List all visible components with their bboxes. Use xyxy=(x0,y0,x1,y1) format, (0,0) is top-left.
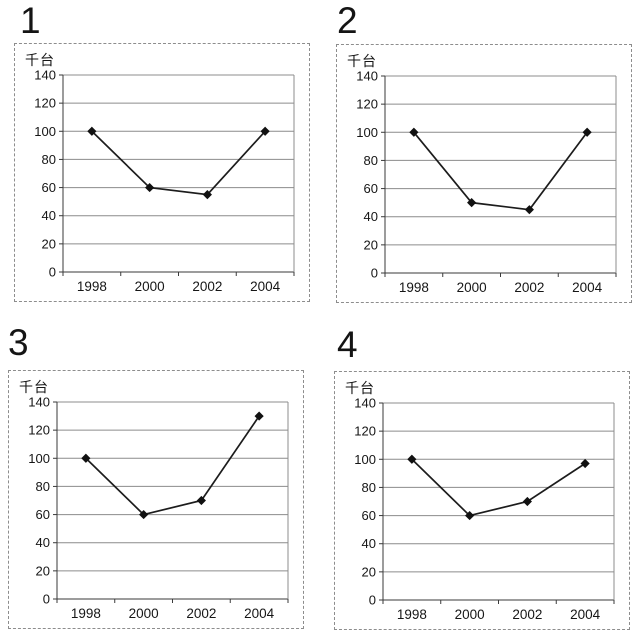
svg-text:80: 80 xyxy=(364,153,378,168)
svg-text:1998: 1998 xyxy=(397,607,427,622)
svg-text:120: 120 xyxy=(34,96,56,111)
panel-1-chart-frame: 千台 0 20 40 60 80 100 120 140 1998 2000 2002 2004 xyxy=(14,43,310,302)
svg-text:100: 100 xyxy=(34,124,56,139)
svg-text:1998: 1998 xyxy=(77,279,107,294)
svg-text:2000: 2000 xyxy=(457,280,487,295)
svg-text:80: 80 xyxy=(42,152,56,167)
svg-text:20: 20 xyxy=(42,236,56,251)
panel-2-line-chart: 0 20 40 60 80 100 120 140 1998 2000 2002 2004 xyxy=(356,69,617,295)
svg-text:60: 60 xyxy=(42,180,56,195)
svg-text:20: 20 xyxy=(364,237,378,252)
svg-text:20: 20 xyxy=(36,563,50,578)
svg-text:140: 140 xyxy=(354,396,376,411)
panel-1-line-chart: 0 20 40 60 80 100 120 140 1998 2000 2002 2004 xyxy=(34,68,295,294)
panel-2-y-axis-unit-label: 千台 xyxy=(347,53,377,69)
svg-text:40: 40 xyxy=(36,535,50,550)
panel-4-chart-frame: 千台 0 20 40 60 80 100 120 140 1998 2000 2002 2004 xyxy=(334,371,630,630)
panel-3-chart-frame: 千台 0 20 40 60 80 100 120 140 1998 2000 2002 2004 xyxy=(8,370,304,629)
svg-text:2002: 2002 xyxy=(514,280,544,295)
svg-text:2002: 2002 xyxy=(192,279,222,294)
svg-text:120: 120 xyxy=(356,97,378,112)
svg-text:100: 100 xyxy=(354,452,376,467)
svg-text:0: 0 xyxy=(49,265,56,280)
panel-3-line-chart: 0 20 40 60 80 100 120 140 1998 2000 2002 2004 xyxy=(28,395,289,621)
svg-text:2004: 2004 xyxy=(572,280,603,295)
svg-text:2000: 2000 xyxy=(129,606,159,621)
panel-2-number-label: 2 xyxy=(337,0,358,41)
svg-text:100: 100 xyxy=(356,125,378,140)
svg-text:100: 100 xyxy=(28,451,50,466)
panel-3-number-label: 3 xyxy=(8,322,29,363)
svg-text:2004: 2004 xyxy=(570,607,601,622)
svg-text:1998: 1998 xyxy=(71,606,101,621)
svg-text:120: 120 xyxy=(28,423,50,438)
svg-text:2002: 2002 xyxy=(186,606,216,621)
svg-text:60: 60 xyxy=(362,508,376,523)
svg-text:0: 0 xyxy=(369,593,376,608)
svg-text:80: 80 xyxy=(362,480,376,495)
svg-text:2004: 2004 xyxy=(250,279,281,294)
svg-text:20: 20 xyxy=(362,564,376,579)
svg-text:2004: 2004 xyxy=(244,606,275,621)
svg-text:120: 120 xyxy=(354,424,376,439)
panel-4-line-chart: 0 20 40 60 80 100 120 140 1998 2000 2002 2004 xyxy=(354,396,615,622)
svg-text:40: 40 xyxy=(42,208,56,223)
svg-text:60: 60 xyxy=(364,181,378,196)
svg-text:60: 60 xyxy=(36,507,50,522)
svg-text:2000: 2000 xyxy=(135,279,165,294)
svg-text:1998: 1998 xyxy=(399,280,429,295)
panel-1-y-axis-unit-label: 千台 xyxy=(25,52,55,68)
svg-text:140: 140 xyxy=(356,69,378,84)
panel-2-chart-frame: 千台 0 20 40 60 80 100 120 140 1998 2000 2002 2004 xyxy=(336,44,632,303)
svg-text:40: 40 xyxy=(364,209,378,224)
svg-text:40: 40 xyxy=(362,536,376,551)
svg-text:0: 0 xyxy=(43,592,50,607)
panel-4-y-axis-unit-label: 千台 xyxy=(345,380,375,396)
svg-text:2000: 2000 xyxy=(455,607,485,622)
panel-1-number-label: 1 xyxy=(20,0,41,41)
panel-3-y-axis-unit-label: 千台 xyxy=(19,379,49,395)
svg-text:2002: 2002 xyxy=(512,607,542,622)
svg-text:140: 140 xyxy=(28,395,50,410)
svg-text:80: 80 xyxy=(36,479,50,494)
panel-4-number-label: 4 xyxy=(337,324,358,365)
svg-text:0: 0 xyxy=(371,266,378,281)
svg-text:140: 140 xyxy=(34,68,56,83)
